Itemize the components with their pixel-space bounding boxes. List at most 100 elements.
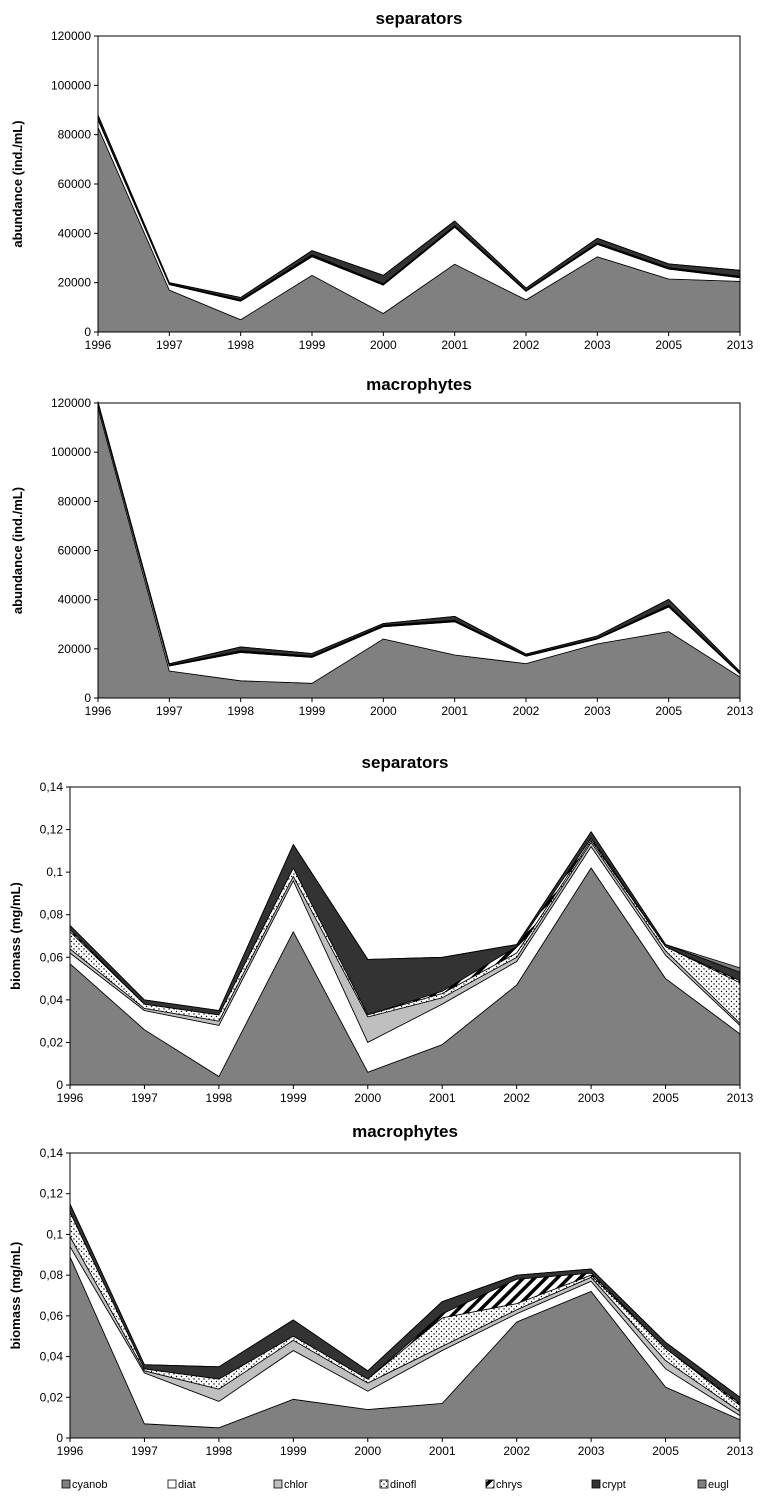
- y-tick-label: 0,1: [46, 1227, 63, 1241]
- x-tick-label: 2001: [441, 704, 468, 718]
- chart-panel-1: separators 0 20000 40000 60000 80000 100000 120…: [10, 9, 754, 352]
- legend-swatch: [379, 1479, 389, 1489]
- x-tick-label: 2013: [727, 704, 754, 718]
- legend-item-dinofl: dinofl: [379, 1479, 416, 1491]
- x-tick-label: 2000: [354, 1091, 381, 1105]
- x-tick-label: 2001: [429, 1444, 456, 1458]
- y-tick-label: 60000: [58, 177, 92, 191]
- x-tick-label: 2003: [578, 1444, 605, 1458]
- x-tick-label: 2000: [354, 1444, 381, 1458]
- x-tick-label: 1996: [57, 1444, 84, 1458]
- x-tick-label: 2002: [503, 1444, 530, 1458]
- x-tick-label: 2000: [370, 704, 397, 718]
- y-tick-label: 0,08: [40, 1268, 64, 1282]
- legend-swatch: [697, 1479, 707, 1489]
- y-axis-label: biomass (mg/mL): [8, 1242, 23, 1350]
- legend: cyanob diat chlor dinofl chrys crypt eugl: [61, 1479, 729, 1491]
- chart-title: separators: [376, 9, 463, 28]
- legend-swatch: [167, 1479, 177, 1489]
- x-tick-label: 1999: [280, 1444, 307, 1458]
- legend-label: chlor: [284, 1479, 308, 1491]
- y-tick-label: 60000: [58, 544, 92, 558]
- y-tick-label: 80000: [58, 494, 92, 508]
- chart-title: macrophytes: [366, 375, 472, 394]
- y-tick-label: 0: [84, 325, 91, 339]
- y-tick-label: 0,06: [40, 950, 64, 964]
- y-tick-label: 20000: [58, 642, 92, 656]
- legend-label: chrys: [496, 1479, 523, 1491]
- x-tick-label: 2003: [584, 338, 611, 352]
- x-tick-label: 1997: [156, 704, 183, 718]
- legend-label: diat: [178, 1479, 196, 1491]
- x-tick-label: 1997: [131, 1444, 158, 1458]
- y-tick-label: 40000: [58, 593, 92, 607]
- chart-panel-2: macrophytes 0 20000 40000 60000 80000 100000 12…: [10, 375, 754, 718]
- chart-title: macrophytes: [352, 1122, 458, 1141]
- legend-item-cyanob: cyanob: [61, 1479, 107, 1491]
- x-tick-label: 2005: [655, 338, 682, 352]
- legend-label: crypt: [602, 1479, 626, 1491]
- x-tick-label: 1999: [280, 1091, 307, 1105]
- x-tick-label: 1997: [131, 1091, 158, 1105]
- legend-item-diat: diat: [167, 1479, 196, 1491]
- y-tick-label: 80000: [58, 128, 92, 142]
- x-tick-label: 1998: [206, 1091, 233, 1105]
- legend-swatch: [591, 1479, 601, 1489]
- x-tick-label: 2001: [429, 1091, 456, 1105]
- x-tick-label: 2000: [370, 338, 397, 352]
- x-tick-label: 1996: [85, 704, 112, 718]
- y-tick-label: 0,06: [40, 1309, 64, 1323]
- legend-swatch: [273, 1479, 283, 1489]
- y-tick-label: 0,14: [40, 780, 64, 794]
- y-axis-label: abundance (ind./mL): [10, 120, 25, 247]
- y-tick-label: 0,04: [40, 1350, 64, 1364]
- x-tick-label: 2005: [652, 1091, 679, 1105]
- x-tick-label: 2013: [727, 338, 754, 352]
- y-tick-label: 120000: [51, 396, 91, 410]
- legend-swatch: [61, 1479, 71, 1489]
- x-tick-label: 1999: [299, 338, 326, 352]
- legend-item-eugl: eugl: [697, 1479, 729, 1491]
- y-tick-label: 0,12: [40, 1187, 64, 1201]
- x-tick-label: 2003: [584, 704, 611, 718]
- x-tick-label: 2013: [727, 1444, 754, 1458]
- x-tick-label: 2005: [655, 704, 682, 718]
- x-tick-label: 2003: [578, 1091, 605, 1105]
- legend-item-crypt: crypt: [591, 1479, 626, 1491]
- legend-label: eugl: [708, 1479, 729, 1491]
- x-tick-label: 1998: [206, 1444, 233, 1458]
- y-tick-label: 0,08: [40, 908, 64, 922]
- y-tick-label: 0,14: [40, 1146, 64, 1160]
- y-tick-label: 0: [56, 1431, 63, 1445]
- y-tick-label: 0: [84, 691, 91, 705]
- legend-swatch: [485, 1479, 495, 1489]
- plot-border: [69, 1152, 741, 1439]
- x-tick-label: 2002: [513, 338, 540, 352]
- x-tick-label: 1999: [299, 704, 326, 718]
- chart-panel-3: separators 0 0,02 0,04 0,06 0,08 0,1 0,12 0,14 19…: [8, 753, 754, 1105]
- y-tick-label: 0,1: [46, 865, 63, 879]
- y-tick-label: 100000: [51, 78, 91, 92]
- y-tick-label: 20000: [58, 276, 92, 290]
- legend-label: cyanob: [72, 1479, 107, 1491]
- x-tick-label: 1996: [57, 1091, 84, 1105]
- x-tick-label: 1998: [227, 338, 254, 352]
- y-tick-label: 0,12: [40, 823, 64, 837]
- y-tick-label: 120000: [51, 29, 91, 43]
- y-tick-label: 0,02: [40, 1035, 64, 1049]
- y-tick-label: 0,02: [40, 1390, 64, 1404]
- x-tick-label: 2002: [503, 1091, 530, 1105]
- x-tick-label: 2002: [513, 704, 540, 718]
- chart-title: separators: [362, 753, 449, 772]
- plot-border: [69, 786, 741, 1086]
- legend-item-chlor: chlor: [273, 1479, 308, 1491]
- x-tick-label: 1996: [85, 338, 112, 352]
- y-axis-label: abundance (ind./mL): [10, 487, 25, 614]
- legend-item-chrys: chrys: [485, 1479, 523, 1491]
- x-tick-label: 1997: [156, 338, 183, 352]
- y-tick-label: 40000: [58, 226, 92, 240]
- legend-label: dinofl: [390, 1479, 416, 1491]
- y-tick-label: 0,04: [40, 993, 64, 1007]
- x-tick-label: 1998: [227, 704, 254, 718]
